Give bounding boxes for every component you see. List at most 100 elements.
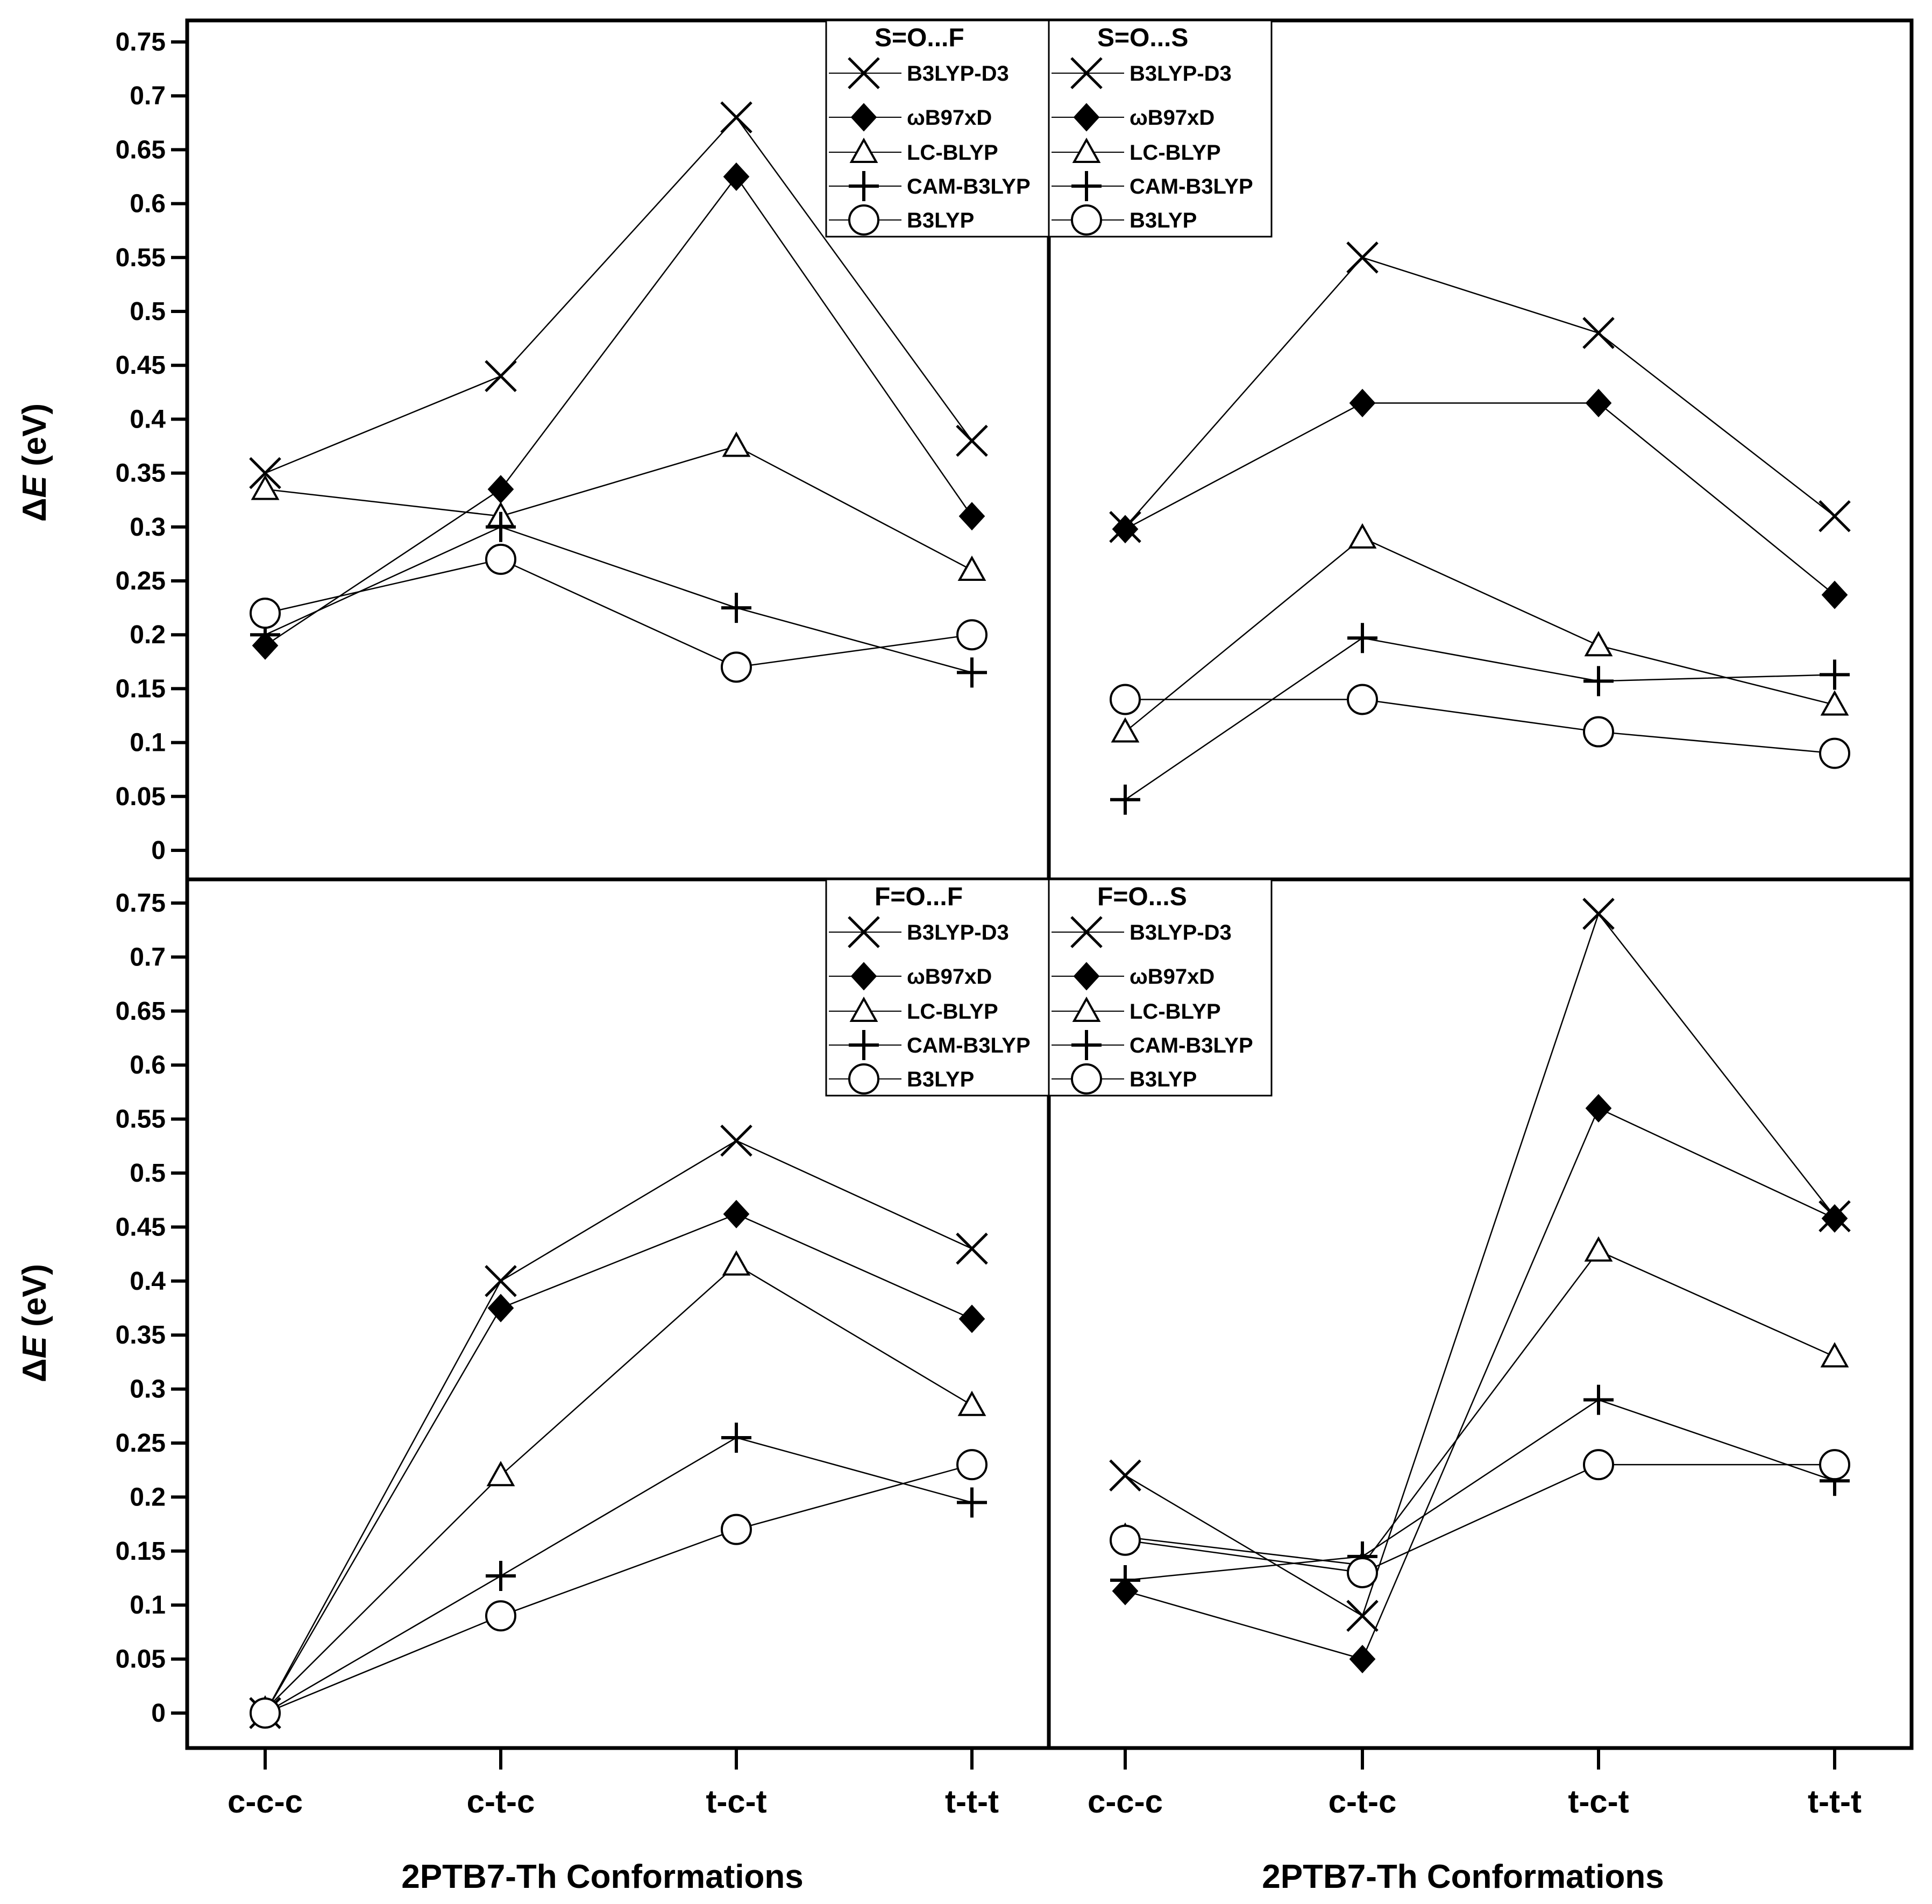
data-point xyxy=(720,101,752,134)
series-line xyxy=(265,558,972,668)
x-tick-label: c-t-c xyxy=(467,1784,535,1820)
markers-cam-b3lyp xyxy=(250,511,987,688)
y-tick-label: 0.55 xyxy=(116,1105,166,1134)
y-tick-label: 0.35 xyxy=(116,1321,166,1349)
legend-label: ωB97xD xyxy=(1130,965,1214,989)
legend-label: LC-BLYP xyxy=(1130,141,1221,165)
markers-omegab97xd xyxy=(252,1199,985,1728)
data-point xyxy=(1820,1342,1849,1368)
data-point xyxy=(485,360,517,393)
y-axis-title-var: E xyxy=(16,1335,53,1359)
data-point xyxy=(956,1449,988,1481)
series-line xyxy=(1125,1399,1835,1581)
data-point xyxy=(722,431,751,457)
y-tick-label: 0.4 xyxy=(130,405,166,434)
data-point xyxy=(1112,515,1139,544)
y-tick-label: 0.6 xyxy=(130,190,166,218)
data-point xyxy=(957,555,986,581)
data-point xyxy=(1347,1557,1378,1588)
series-line xyxy=(1125,637,1835,800)
data-point xyxy=(485,1265,517,1297)
y-tick-label: 0.15 xyxy=(116,1537,166,1566)
series-b3lyp-d3 xyxy=(264,1140,972,1714)
series-b3lyp-d3 xyxy=(1125,912,1835,1617)
data-point xyxy=(1110,684,1141,715)
data-point xyxy=(1582,898,1615,930)
series-line xyxy=(264,1213,972,1714)
data-point xyxy=(485,543,516,575)
y-tick-label: 0.3 xyxy=(130,513,166,542)
series-lc-blyp xyxy=(265,445,972,571)
data-point xyxy=(249,457,281,489)
legend-label: ωB97xD xyxy=(907,965,992,989)
legend-label: B3LYP xyxy=(1130,1068,1197,1091)
y-tick-label: 0.3 xyxy=(130,1375,166,1404)
legend-marker xyxy=(849,137,878,163)
series-line xyxy=(265,526,972,673)
legend-marker xyxy=(1071,171,1102,201)
data-point xyxy=(250,1697,281,1729)
series-omegab97xd xyxy=(264,1213,972,1714)
y-tick-label: 0.65 xyxy=(116,997,166,1026)
data-point xyxy=(1110,1565,1140,1596)
y-tick-label: 0.45 xyxy=(116,351,166,380)
legend-title: F=O...S xyxy=(1097,883,1187,911)
series-omegab97xd xyxy=(265,175,973,646)
data-point xyxy=(1819,1449,1850,1481)
y-tick-label: 0.6 xyxy=(130,1051,166,1079)
data-point xyxy=(250,598,281,629)
series-omegab97xd xyxy=(1125,402,1835,596)
legend-s-o-s: S=O...S B3LYP-D3 ωB97xD LC-BLYP CAM-B3LYP B3L… xyxy=(1048,19,1273,238)
legend-marker xyxy=(1071,1063,1102,1095)
legend-label: B3LYP-D3 xyxy=(907,62,1009,86)
y-tick-label: 0.35 xyxy=(116,459,166,488)
legend-marker xyxy=(848,916,880,948)
series-line xyxy=(1125,1250,1835,1566)
y-tick-label: 0.5 xyxy=(130,1159,166,1188)
markers-b3lyp xyxy=(1110,684,1850,769)
markers-b3lyp-d3 xyxy=(249,1124,988,1729)
y-tick-label: 0.25 xyxy=(116,567,166,595)
data-point xyxy=(957,1390,986,1416)
panel-f-o-f xyxy=(249,1124,988,1729)
y-tick-label: 0.2 xyxy=(130,621,166,649)
data-point xyxy=(1347,623,1377,653)
series-line xyxy=(1125,257,1835,528)
markers-lc-blyp xyxy=(1111,523,1849,743)
axes-layer: 0 0.05 0.1 0.15 0.2 0.25 0.3 0.35 0.4 0.45 0.5 0.55… xyxy=(116,28,1862,1820)
legend-marker xyxy=(848,57,880,89)
data-point xyxy=(487,475,514,504)
legend-label: LC-BLYP xyxy=(907,141,998,165)
data-point xyxy=(1582,317,1615,349)
y-tick-label: 0.25 xyxy=(116,1429,166,1458)
data-point xyxy=(1583,1449,1614,1481)
legend-title: F=O...F xyxy=(875,883,963,911)
legend-marker xyxy=(849,1030,879,1060)
series-line xyxy=(265,116,973,474)
x-tick-label: t-t-t xyxy=(945,1784,999,1820)
data-point xyxy=(1819,500,1851,532)
data-point xyxy=(1110,784,1140,815)
x-tick-label: c-c-c xyxy=(1088,1784,1163,1820)
y-tick-label: 0 xyxy=(151,836,166,865)
y-tick-label: 0.1 xyxy=(130,1591,166,1619)
data-point xyxy=(720,1124,752,1157)
series-b3lyp xyxy=(265,558,972,668)
plot-layer xyxy=(249,101,1851,1729)
data-point xyxy=(1109,1459,1141,1492)
data-point xyxy=(1820,690,1849,716)
legend-f-o-s: F=O...S B3LYP-D3 ωB97xD LC-BLYP CAM-B3LYP B3L… xyxy=(1048,878,1273,1097)
markers-lc-blyp xyxy=(1111,1236,1849,1576)
y-tick-label: 0.2 xyxy=(130,1483,166,1511)
legend-title: S=O...F xyxy=(875,24,964,52)
y-tick-label: 0.15 xyxy=(116,674,166,703)
legend-marker xyxy=(849,171,879,201)
series-b3lyp-d3 xyxy=(1125,257,1835,528)
y-axis-title-unit: (eV) xyxy=(16,403,53,475)
panel-f-o-s xyxy=(1109,898,1851,1674)
legend-label: B3LYP xyxy=(1130,209,1197,232)
legend-label: CAM-B3LYP xyxy=(1130,1034,1253,1057)
x-tick-label: t-c-t xyxy=(1568,1784,1629,1820)
data-point xyxy=(1585,388,1612,417)
legend-marker xyxy=(1070,916,1103,948)
